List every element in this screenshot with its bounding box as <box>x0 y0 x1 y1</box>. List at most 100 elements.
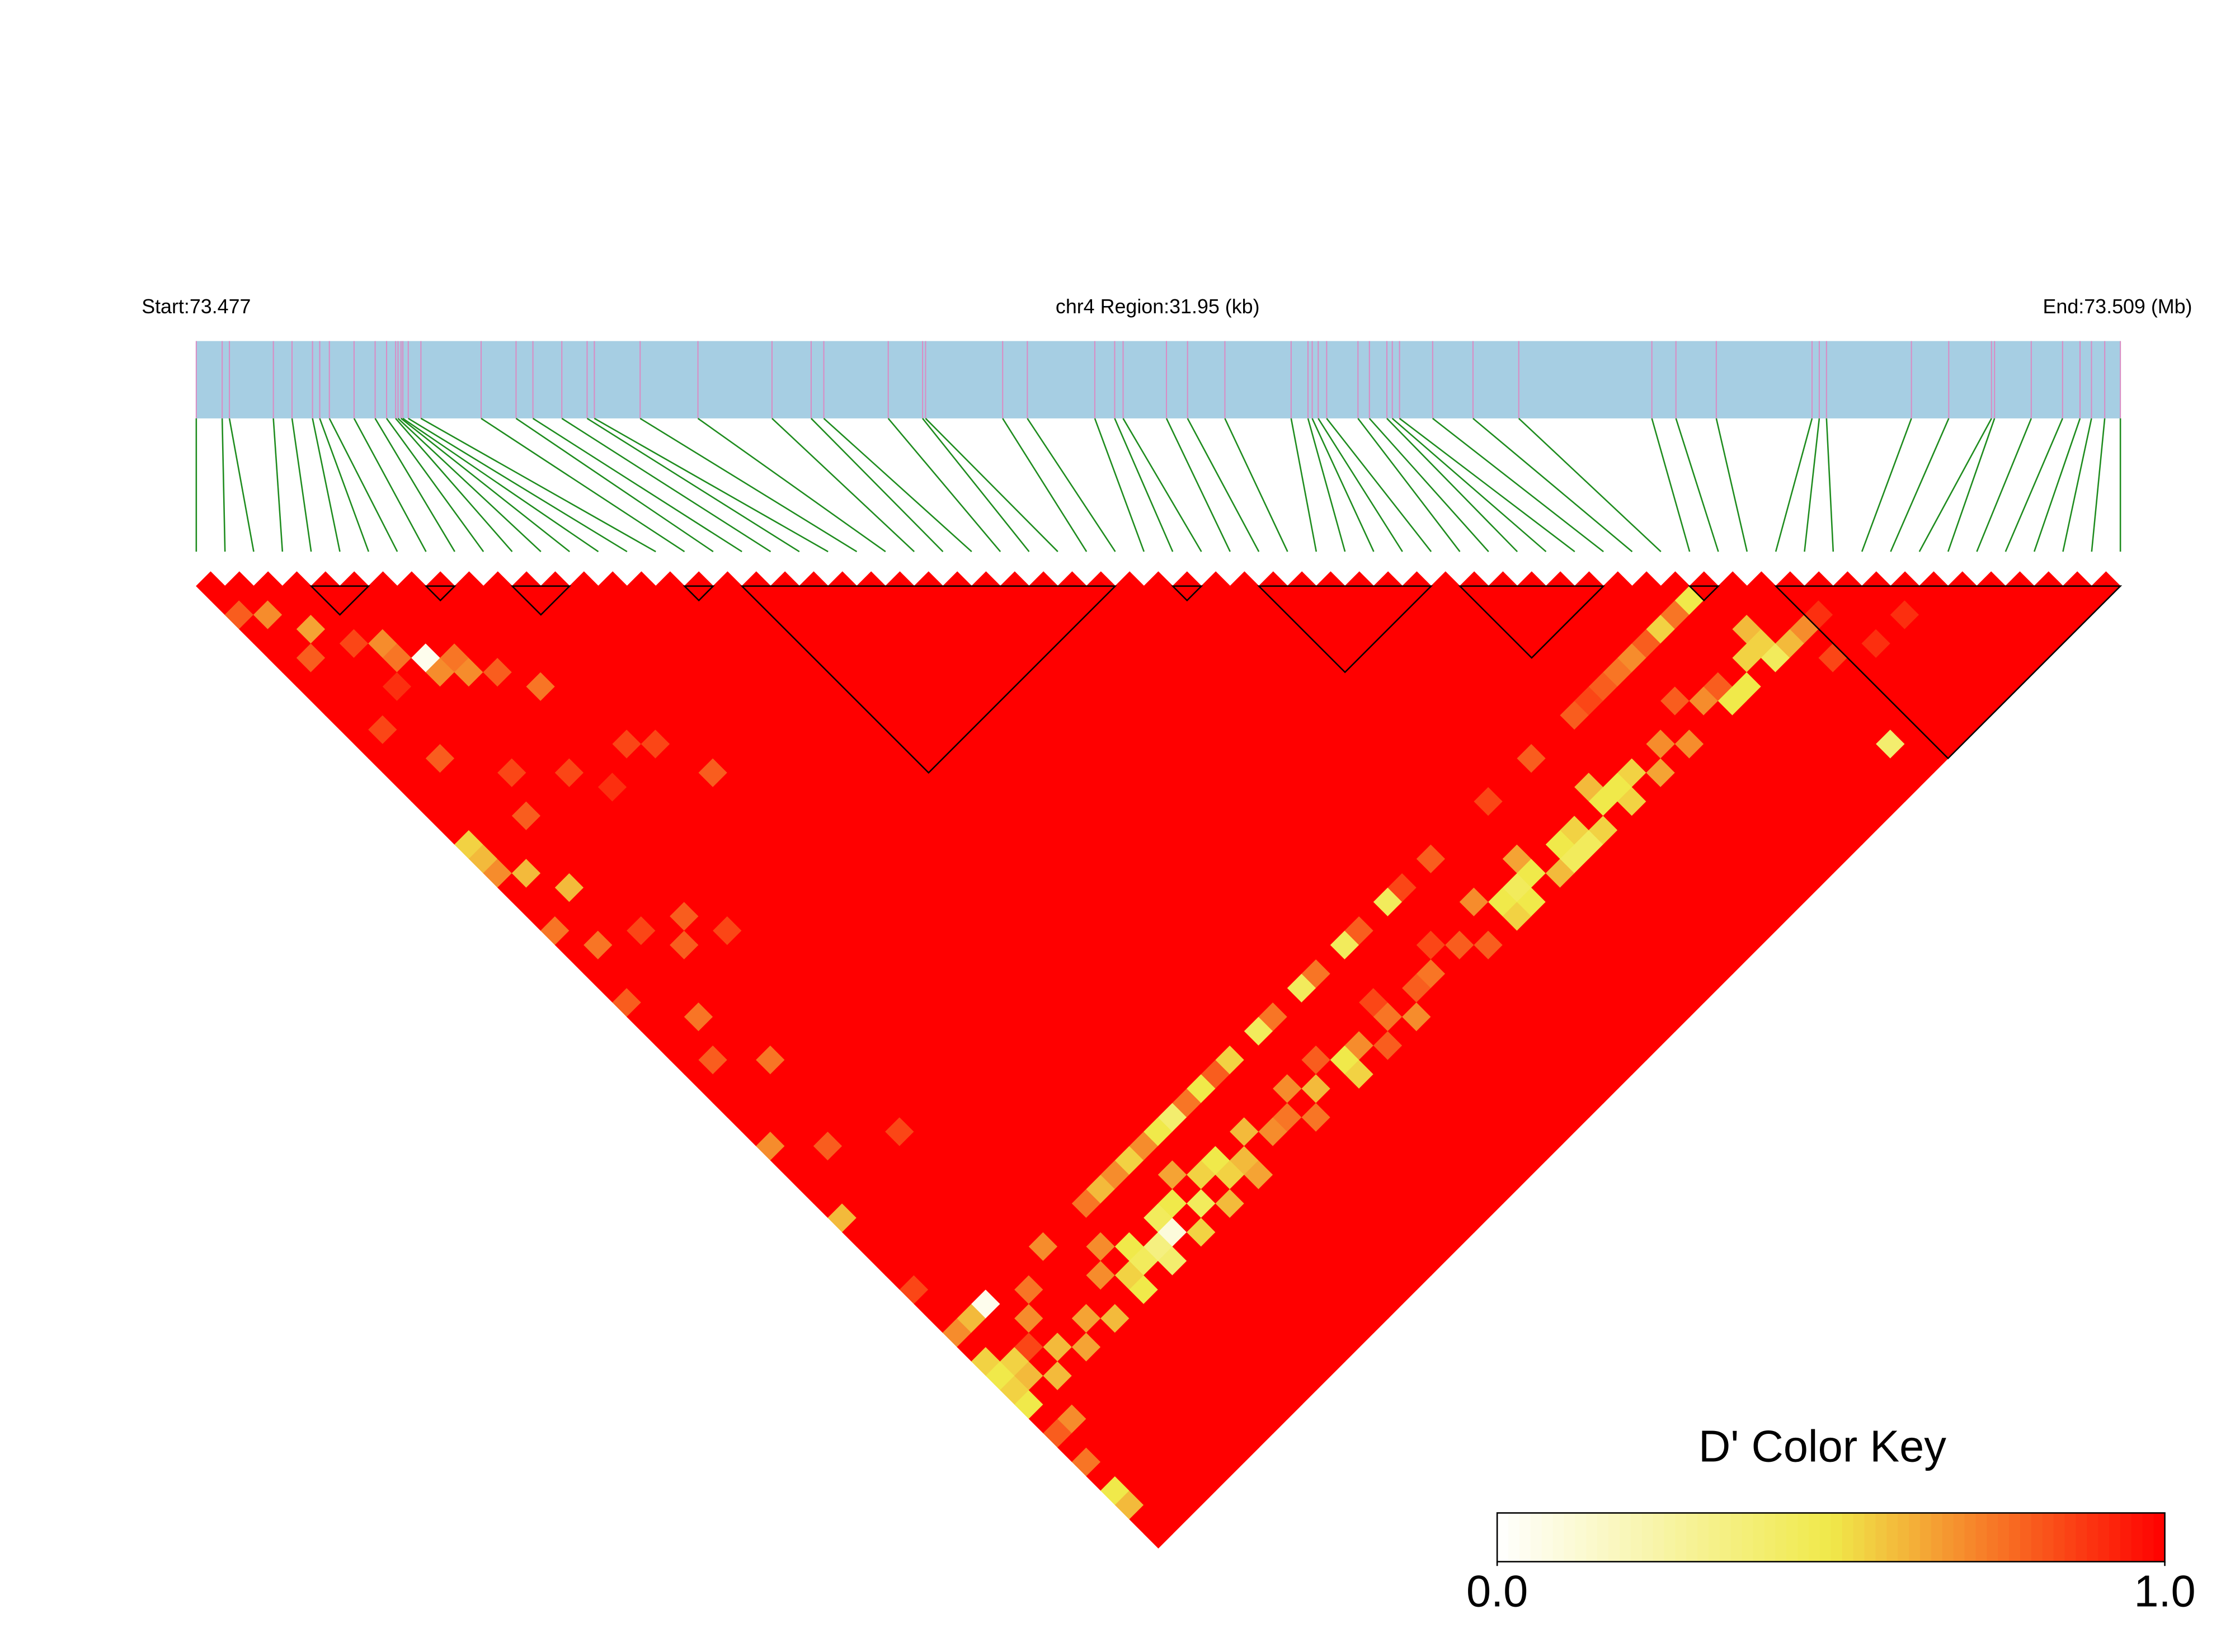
colorbar-step <box>2087 1513 2098 1562</box>
haplotype-block <box>510 585 572 616</box>
snp-link-line <box>319 418 370 552</box>
snp-link-line <box>1947 418 1996 552</box>
position-bar <box>196 341 2121 418</box>
colorbar-step <box>1875 1513 1888 1562</box>
colorbar-step <box>2098 1513 2110 1562</box>
colorbar-step <box>1987 1513 1998 1562</box>
snp-link-line <box>1472 417 1633 553</box>
snp-link-line <box>810 418 944 552</box>
snp-link-line <box>1918 418 1992 552</box>
colorbar-step <box>1575 1513 1587 1562</box>
snp-link-line <box>402 417 599 553</box>
colorbar-step <box>1541 1513 1554 1562</box>
snp-link-line <box>272 418 284 552</box>
colorbar-step <box>2064 1513 2077 1562</box>
snp-link-line <box>1326 418 1432 552</box>
snp-link-line <box>922 418 1030 552</box>
snp-link-line <box>594 417 829 553</box>
snp-link-line <box>395 418 513 552</box>
colorbar-step <box>1842 1513 1854 1562</box>
snp-link-line <box>385 418 484 552</box>
haplotype-block <box>1774 585 2123 760</box>
region-label: chr4 Region:31.95 (kb) <box>1056 295 1260 318</box>
colorbar-step <box>1942 1513 1954 1562</box>
colorbar-step <box>1530 1513 1542 1562</box>
haplotype-block <box>1458 585 1606 659</box>
colorbar-step <box>1686 1513 1698 1562</box>
snp-link-line <box>1804 418 1820 552</box>
snp-link-line <box>408 417 628 553</box>
colorbar-step <box>2020 1513 2032 1562</box>
colorbar-step <box>1809 1513 1820 1562</box>
colorbar-step <box>1886 1513 1898 1562</box>
snp-link-line <box>1318 418 1403 552</box>
snp-link-line <box>328 418 398 552</box>
colorbar-step <box>1719 1513 1731 1562</box>
snp-link-line <box>1122 418 1202 552</box>
snp-link-line <box>353 418 427 552</box>
snp-link-line <box>1890 418 1950 552</box>
snp-link-line <box>887 418 1001 552</box>
snp-link-line <box>532 417 742 553</box>
snp-link-line <box>1825 418 1834 552</box>
colorbar-step <box>1619 1513 1631 1562</box>
colorbar-step <box>1931 1513 1943 1562</box>
colorbar-step <box>1742 1513 1754 1562</box>
colorbar-step <box>1730 1513 1743 1562</box>
colorbar-step <box>1909 1513 1921 1562</box>
colorbar-step <box>1953 1513 1965 1562</box>
colorbar-tick-label: 0.0 <box>1466 1566 1528 1616</box>
snp-link-line <box>1386 418 1518 552</box>
colorbar-step <box>1608 1513 1620 1562</box>
end-label: End:73.509 (Mb) <box>2043 295 2192 318</box>
colorbar-step <box>1998 1513 2010 1562</box>
colorbar-step <box>1709 1513 1720 1562</box>
colorbar-step <box>1519 1513 1531 1562</box>
snp-link-line <box>1224 418 1288 552</box>
colorbar-step <box>2053 1513 2065 1562</box>
colorbar-step <box>1798 1513 1809 1562</box>
snp-link-line <box>2062 418 2092 552</box>
snp-link-line <box>1651 418 1691 552</box>
snp-link-line <box>823 417 972 553</box>
haplotype-block <box>740 585 1117 774</box>
colorbar-step <box>2031 1513 2043 1562</box>
snp-link-line <box>397 417 542 553</box>
haplotype-block <box>1257 585 1433 674</box>
snp-link-line <box>925 418 1058 552</box>
snp-link-line <box>1715 418 1748 552</box>
snp-link-line <box>1861 418 1912 552</box>
snp-link-line <box>1976 418 2032 552</box>
colorbar-step <box>2042 1513 2054 1562</box>
colorbar-step <box>1597 1513 1609 1562</box>
snp-link-line <box>1675 418 1719 552</box>
colorbar-step <box>2120 1513 2132 1562</box>
snp-link-line <box>481 417 685 553</box>
snp-link-line <box>1518 417 1662 553</box>
snp-link-line <box>312 418 341 552</box>
colorbar-step <box>1919 1513 1932 1562</box>
colorbar-step <box>2009 1513 2021 1562</box>
snp-link-line <box>1290 418 1318 552</box>
colorbar-step <box>1853 1513 1865 1562</box>
haplotype-block <box>683 585 715 602</box>
colorbar-step <box>1775 1513 1787 1562</box>
haplotype-block <box>424 585 457 602</box>
snp-link-line <box>1165 418 1231 552</box>
colorbar-step <box>1564 1513 1576 1562</box>
colorbar-step <box>1508 1513 1520 1562</box>
colorbar-step <box>1753 1513 1765 1562</box>
snp-link-line <box>1002 418 1088 552</box>
snp-link-line <box>1399 417 1575 553</box>
snp-link-line <box>2091 418 2106 552</box>
colorbar-tick-label: 1.0 <box>2134 1566 2195 1616</box>
snp-link-line <box>2033 418 2081 552</box>
haplotype-block <box>1171 585 1203 602</box>
colorbar-step <box>1764 1513 1776 1562</box>
colorbar-frame <box>1496 1512 2166 1562</box>
colorbar-step <box>1898 1513 1909 1562</box>
snp-link-line <box>420 417 656 553</box>
snp-link-line <box>374 418 455 552</box>
snp-link-line <box>291 418 312 552</box>
